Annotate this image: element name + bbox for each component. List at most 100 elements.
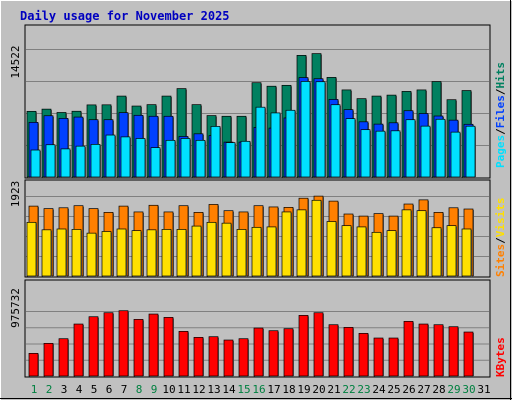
bar-kbytes-10 — [163, 317, 174, 377]
bar-kbytes-5 — [88, 316, 99, 377]
bar-kbytes-28 — [433, 324, 444, 377]
bar-pages-12 — [195, 139, 206, 178]
day-label-22: 22 — [342, 383, 355, 396]
legend-visits-sites: Sites/Visits — [494, 198, 507, 278]
bar-pages-16 — [255, 106, 266, 178]
bar-pages-23 — [360, 129, 371, 178]
day-label-2: 2 — [46, 383, 53, 396]
day-label-4: 4 — [76, 383, 83, 396]
bar-sites-10 — [161, 229, 172, 277]
bar-pages-10 — [165, 139, 176, 178]
day-label-6: 6 — [106, 383, 113, 396]
bar-kbytes-9 — [148, 313, 159, 377]
bar-pages-21 — [330, 104, 341, 178]
bar-pages-6 — [105, 134, 116, 178]
day-label-11: 11 — [177, 383, 190, 396]
bar-pages-17 — [270, 112, 281, 178]
day-label-25: 25 — [387, 383, 400, 396]
day-label-31: 31 — [477, 383, 490, 396]
bar-sites-6 — [101, 231, 112, 277]
day-label-13: 13 — [207, 383, 220, 396]
bar-kbytes-6 — [103, 312, 114, 377]
day-label-12: 12 — [192, 383, 205, 396]
day-label-23: 23 — [357, 383, 370, 396]
bar-pages-9 — [150, 147, 161, 178]
day-label-21: 21 — [327, 383, 340, 396]
bar-kbytes-26 — [403, 321, 414, 377]
day-label-9: 9 — [151, 383, 158, 396]
bars — [26, 53, 476, 377]
bar-kbytes-30 — [463, 331, 474, 377]
bar-kbytes-3 — [58, 338, 69, 377]
ytick-label-visits: 1923 — [9, 181, 22, 208]
day-labels: 1 2 3 4 5 6 7 8 9 10 11 12 13 14 15 16 17 18 19 20 21 22 23 24 2… — [31, 383, 491, 396]
bar-pages-22 — [345, 118, 356, 178]
chart-title: Daily usage for November 2025 — [20, 9, 230, 23]
bar-pages-18 — [285, 109, 296, 178]
legend-separator: / — [494, 237, 507, 244]
legend-hits: Hits — [494, 62, 507, 89]
day-label-24: 24 — [372, 383, 386, 396]
bar-sites-14 — [221, 222, 232, 277]
legend-visits: Visits — [494, 198, 507, 238]
bar-kbytes-20 — [313, 312, 324, 377]
bar-kbytes-11 — [178, 331, 189, 377]
bar-sites-18 — [281, 211, 292, 277]
bar-pages-15 — [240, 140, 251, 178]
bar-pages-3 — [60, 148, 71, 178]
bar-kbytes-7 — [118, 310, 129, 377]
bar-sites-4 — [71, 229, 82, 277]
bar-sites-11 — [176, 229, 187, 277]
day-label-14: 14 — [222, 383, 236, 396]
bar-kbytes-24 — [373, 337, 384, 377]
day-label-29: 29 — [447, 383, 460, 396]
bar-sites-27 — [416, 210, 427, 277]
bar-kbytes-18 — [283, 328, 294, 377]
bar-sites-23 — [356, 226, 367, 277]
ytick-label-kbytes: 975732 — [9, 288, 22, 328]
day-label-16: 16 — [252, 383, 265, 396]
bar-sites-8 — [131, 230, 142, 277]
bar-kbytes-8 — [133, 319, 144, 377]
day-label-15: 15 — [237, 383, 250, 396]
bar-pages-29 — [450, 131, 461, 178]
legend-kbytes: KBytes — [494, 337, 507, 377]
legend-pages: Pages — [494, 135, 507, 168]
bar-pages-30 — [465, 125, 476, 178]
bar-kbytes-13 — [208, 336, 219, 377]
bar-pages-5 — [90, 144, 101, 178]
bar-pages-20 — [315, 81, 326, 178]
bar-kbytes-12 — [193, 337, 204, 377]
day-label-5: 5 — [91, 383, 98, 396]
bar-pages-28 — [435, 118, 446, 178]
bar-sites-20 — [311, 199, 322, 277]
bar-sites-19 — [296, 209, 307, 277]
bar-sites-5 — [86, 232, 97, 277]
day-label-17: 17 — [267, 383, 280, 396]
ytick-label-hits: 14522 — [9, 45, 22, 78]
bar-pages-25 — [390, 130, 401, 178]
day-label-19: 19 — [297, 383, 310, 396]
bar-kbytes-2 — [43, 343, 54, 377]
bar-kbytes-16 — [253, 327, 264, 377]
bar-pages-4 — [75, 145, 86, 178]
day-label-27: 27 — [417, 383, 430, 396]
bar-pages-8 — [135, 138, 146, 178]
day-label-18: 18 — [282, 383, 295, 396]
day-label-30: 30 — [462, 383, 475, 396]
bar-kbytes-14 — [223, 339, 234, 377]
bar-sites-24 — [371, 231, 382, 277]
bar-pages-2 — [45, 144, 56, 178]
bar-sites-13 — [206, 221, 217, 277]
legend-kbytes-label: KBytes — [494, 337, 507, 377]
bar-pages-24 — [375, 130, 386, 178]
bar-pages-1 — [30, 149, 41, 178]
legend-separator: / — [494, 88, 507, 95]
bar-kbytes-27 — [418, 323, 429, 377]
day-label-7: 7 — [121, 383, 128, 396]
legend-hits-files-pages: Pages/Files/Hits — [494, 62, 507, 168]
bar-sites-26 — [401, 209, 412, 277]
bar-sites-3 — [56, 228, 67, 277]
